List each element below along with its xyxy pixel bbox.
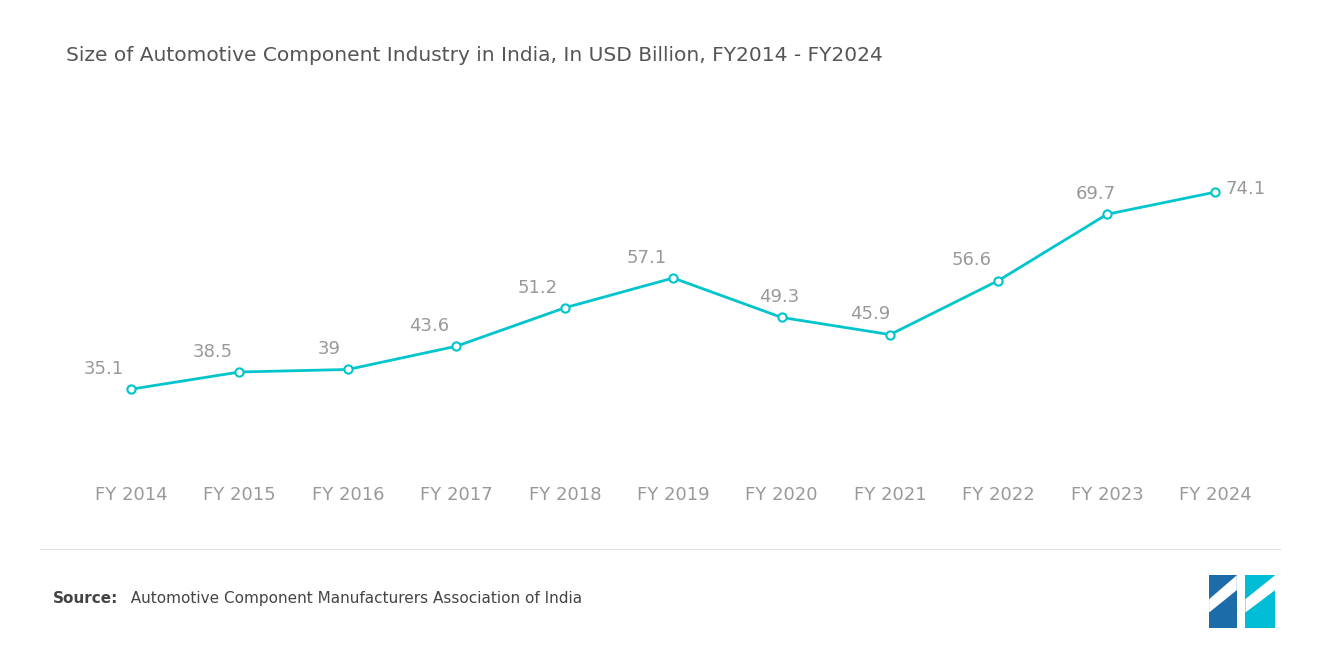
Point [663, 273, 684, 283]
Point [554, 303, 576, 313]
Point [987, 275, 1008, 286]
Text: 35.1: 35.1 [84, 360, 124, 378]
Text: 69.7: 69.7 [1076, 186, 1115, 203]
Text: 45.9: 45.9 [850, 305, 890, 323]
Text: 38.5: 38.5 [193, 343, 232, 361]
Text: 57.1: 57.1 [626, 249, 667, 267]
Text: Size of Automotive Component Industry in India, In USD Billion, FY2014 - FY2024: Size of Automotive Component Industry in… [66, 47, 883, 65]
Text: 39: 39 [318, 340, 341, 358]
Point [1205, 187, 1226, 198]
Text: Automotive Component Manufacturers Association of India: Automotive Component Manufacturers Assoc… [121, 591, 582, 606]
Point [879, 329, 900, 340]
Point [120, 384, 141, 394]
Point [338, 364, 359, 375]
Text: 56.6: 56.6 [952, 251, 991, 269]
Text: 51.2: 51.2 [517, 279, 558, 297]
Point [446, 341, 467, 352]
Point [1097, 209, 1118, 219]
Text: 43.6: 43.6 [409, 317, 449, 335]
Text: 49.3: 49.3 [759, 289, 799, 307]
Text: Source:: Source: [53, 591, 119, 606]
Text: 74.1: 74.1 [1225, 180, 1265, 198]
Point [228, 366, 249, 377]
Point [771, 312, 792, 323]
